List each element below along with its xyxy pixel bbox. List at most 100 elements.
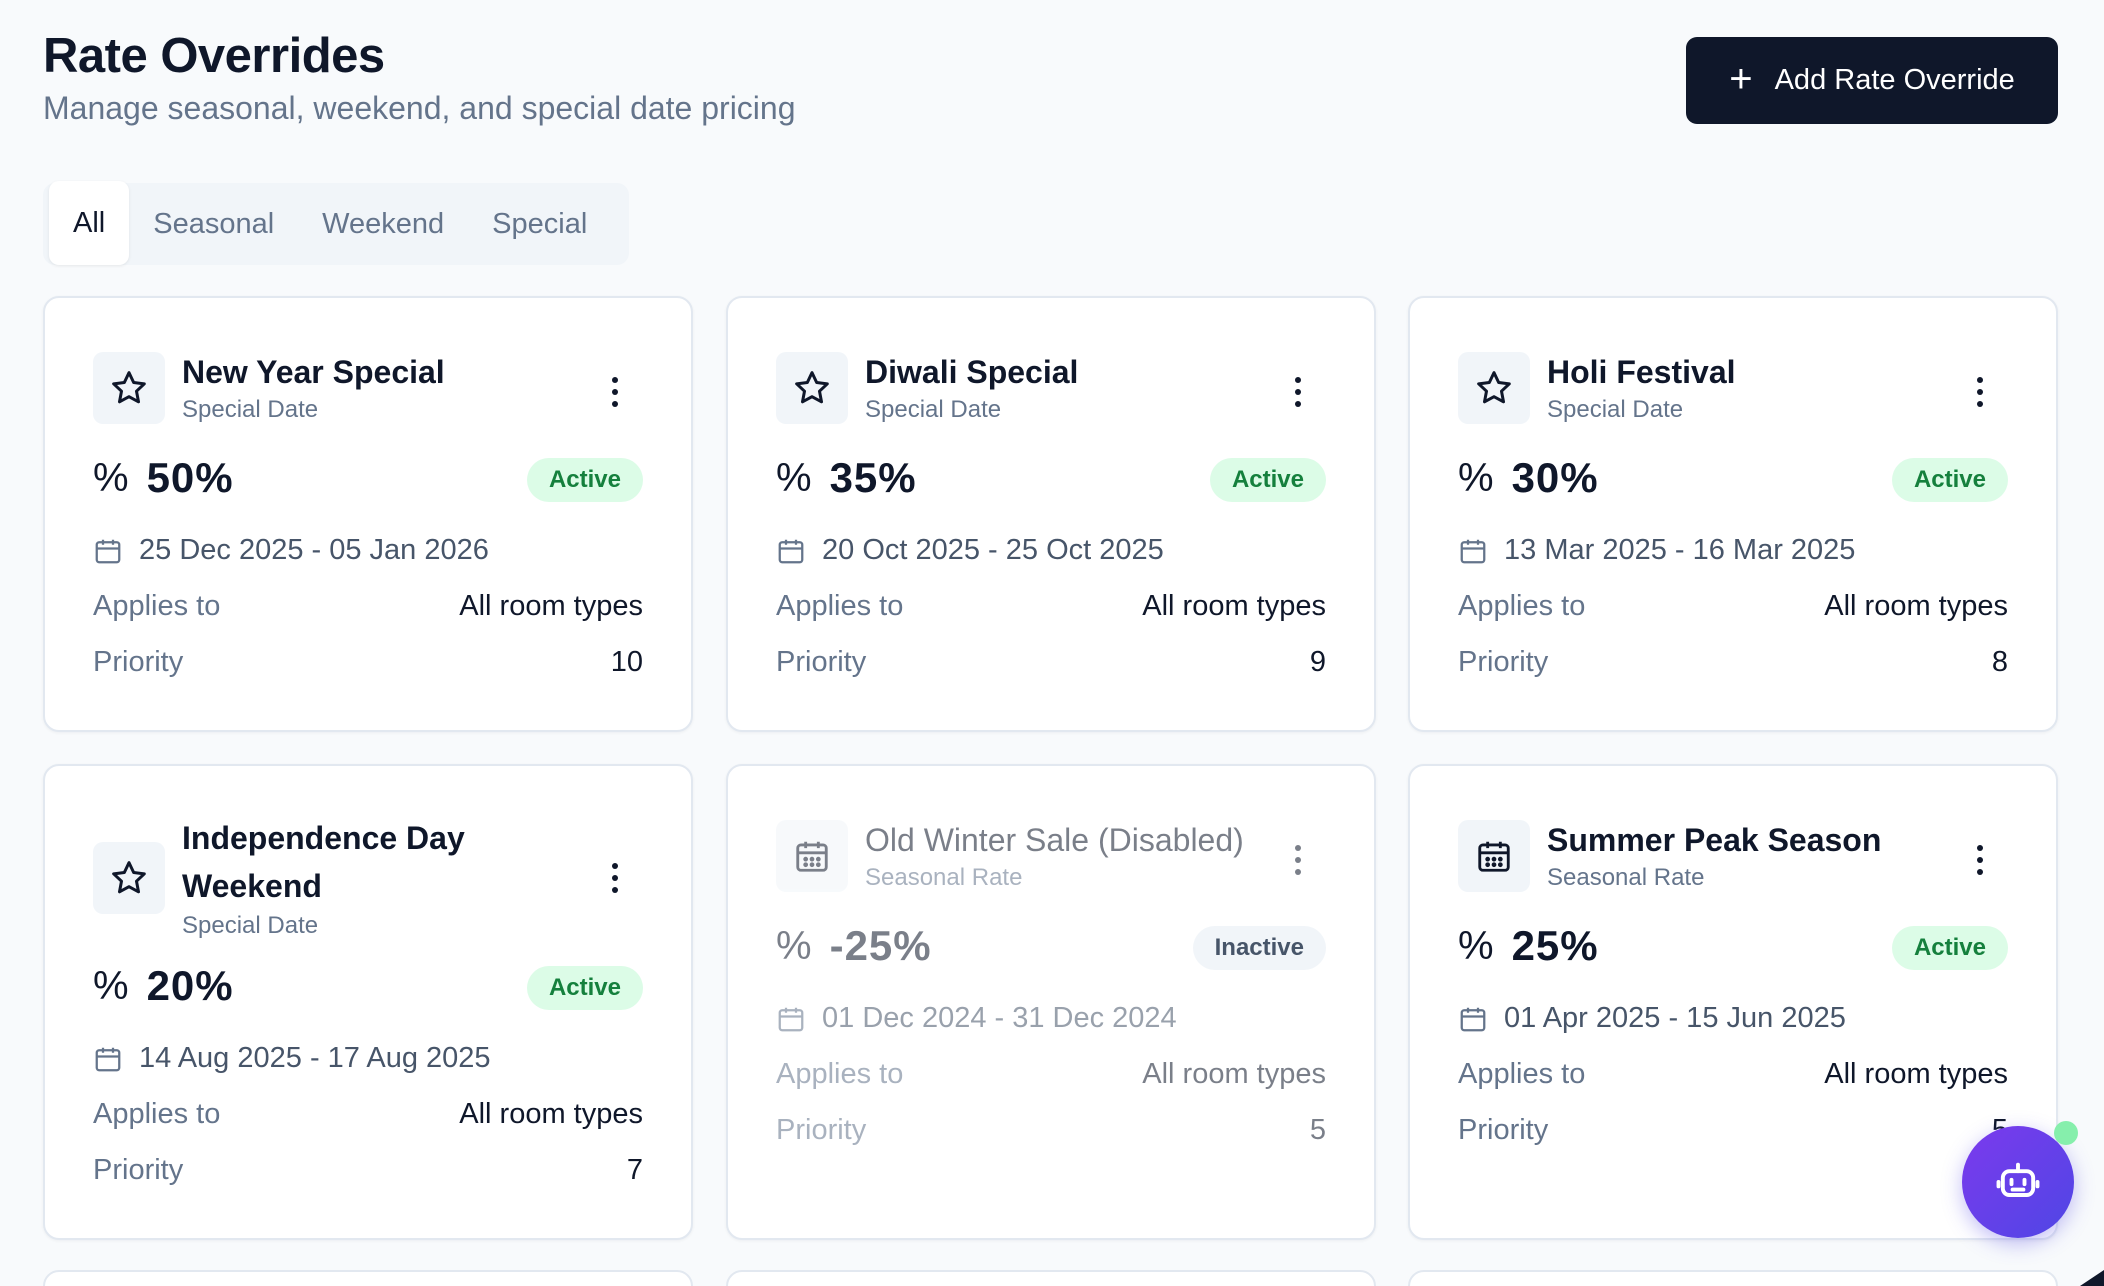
status-badge: Active	[1209, 458, 1326, 502]
calendar-icon	[778, 1007, 804, 1031]
percent-icon: %	[93, 455, 129, 500]
more-options-icon[interactable]	[1286, 840, 1310, 880]
card-type: Special Date	[865, 396, 1002, 423]
date-range-text: 14 Aug 2025 - 17 Aug 2025	[139, 1042, 491, 1074]
rate-card-new-year-special[interactable]: New Year Special Special Date % 50% Acti…	[43, 296, 693, 732]
add-rate-override-button[interactable]: + Add Rate Override	[1686, 37, 2058, 124]
calendar-icon	[95, 1047, 121, 1071]
more-options-icon[interactable]	[603, 858, 627, 898]
applies-to-row: Applies to All room types	[93, 1098, 643, 1131]
applies-to-label: Applies to	[1458, 590, 1586, 622]
bot-icon	[1996, 1162, 2040, 1197]
card-title: New Year Special	[182, 354, 445, 390]
date-range: 14 Aug 2025 - 17 Aug 2025	[93, 1042, 491, 1075]
priority-value: 10	[610, 646, 643, 678]
priority-value: 5	[1309, 1114, 1326, 1146]
priority-label: Priority	[1458, 646, 1549, 678]
rate-card-old-winter-sale[interactable]: Old Winter Sale (Disabled) Seasonal Rate…	[726, 764, 1376, 1240]
status-badge: Active	[1891, 458, 2008, 502]
priority-label: Priority	[776, 1114, 867, 1146]
card-type: Special Date	[182, 396, 319, 423]
tab-all[interactable]: All	[49, 181, 130, 265]
rate-value: 30%	[1511, 454, 1599, 501]
applies-to-row: Applies to All room types	[776, 590, 1326, 623]
priority-label: Priority	[93, 1154, 184, 1186]
rate-value: -25%	[829, 922, 932, 969]
percent-icon: %	[1458, 455, 1494, 500]
rate-card-holi-festival[interactable]: Holi Festival Special Date % 30% Active …	[1408, 296, 2058, 732]
applies-to-label: Applies to	[93, 1098, 221, 1130]
percent-icon: %	[93, 963, 129, 1008]
calendar-icon	[95, 539, 121, 563]
more-options-icon[interactable]	[603, 372, 627, 412]
status-badge: Active	[1891, 926, 2008, 970]
date-range: 13 Mar 2025 - 16 Mar 2025	[1458, 534, 1855, 567]
applies-to-label: Applies to	[1458, 1058, 1586, 1090]
applies-to-label: Applies to	[776, 1058, 904, 1090]
online-indicator	[2054, 1121, 2078, 1145]
card-title-line2: Weekend	[182, 868, 322, 904]
filter-tabs: All Seasonal Weekend Special	[43, 181, 629, 265]
more-options-icon[interactable]	[1968, 840, 1992, 880]
calendar-icon	[778, 539, 804, 563]
rate-adjustment: % 20%	[93, 962, 234, 1010]
priority-row: Priority 5	[776, 1114, 1326, 1147]
rate-value: 35%	[829, 454, 917, 501]
card-title: Independence Day	[182, 820, 465, 856]
tab-weekend[interactable]: Weekend	[322, 207, 445, 240]
rate-card-diwali-special[interactable]: Diwali Special Special Date % 35% Active…	[726, 296, 1376, 732]
priority-label: Priority	[93, 646, 184, 678]
calendar-icon	[776, 820, 848, 892]
rate-card-summer-peak-season[interactable]: Summer Peak Season Seasonal Rate % 25% A…	[1408, 764, 2058, 1240]
more-options-icon[interactable]	[1286, 372, 1310, 412]
rate-value: 50%	[146, 454, 234, 501]
more-options-icon[interactable]	[1968, 372, 1992, 412]
card-type: Special Date	[182, 912, 319, 939]
page-title: Rate Overrides	[43, 29, 385, 83]
applies-to-value: All room types	[1824, 590, 2008, 622]
star-icon	[1458, 352, 1530, 424]
rate-adjustment: % 50%	[93, 454, 234, 502]
applies-to-value: All room types	[1142, 1058, 1326, 1090]
tab-seasonal[interactable]: Seasonal	[153, 207, 275, 240]
priority-value: 9	[1309, 646, 1326, 678]
priority-row: Priority 9	[776, 646, 1326, 679]
rate-card-partial	[43, 1270, 693, 1286]
rate-value: 20%	[146, 962, 234, 1009]
plus-icon: +	[1729, 56, 1753, 101]
card-type: Seasonal Rate	[865, 864, 1023, 891]
calendar-icon	[1460, 539, 1486, 563]
priority-label: Priority	[776, 646, 867, 678]
card-type: Seasonal Rate	[1547, 864, 1705, 891]
priority-label: Priority	[1458, 1114, 1549, 1146]
rate-card-independence-day-weekend[interactable]: Independence Day Weekend Special Date % …	[43, 764, 693, 1240]
rate-card-partial	[726, 1270, 1376, 1286]
applies-to-value: All room types	[1142, 590, 1326, 622]
tab-special[interactable]: Special	[492, 207, 588, 240]
applies-to-value: All room types	[459, 590, 643, 622]
status-badge: Active	[526, 966, 643, 1010]
applies-to-label: Applies to	[93, 590, 221, 622]
applies-to-row: Applies to All room types	[1458, 1058, 2008, 1091]
date-range-text: 25 Dec 2025 - 05 Jan 2026	[139, 534, 489, 566]
rate-adjustment: % 25%	[1458, 922, 1599, 970]
applies-to-value: All room types	[1824, 1058, 2008, 1090]
percent-icon: %	[1458, 923, 1494, 968]
date-range: 25 Dec 2025 - 05 Jan 2026	[93, 534, 489, 567]
date-range: 01 Apr 2025 - 15 Jun 2025	[1458, 1002, 1846, 1035]
status-badge: Inactive	[1192, 926, 1326, 970]
ai-assistant-button[interactable]	[1962, 1126, 2074, 1238]
percent-icon: %	[776, 923, 812, 968]
date-range: 20 Oct 2025 - 25 Oct 2025	[776, 534, 1164, 567]
star-icon	[93, 352, 165, 424]
card-title: Diwali Special	[865, 354, 1079, 390]
rate-adjustment: % 35%	[776, 454, 917, 502]
rate-adjustment: % 30%	[1458, 454, 1599, 502]
page-header: Rate Overrides Manage seasonal, weekend,…	[43, 26, 796, 130]
priority-row: Priority 10	[93, 646, 643, 679]
date-range-text: 01 Dec 2024 - 31 Dec 2024	[822, 1002, 1177, 1034]
date-range-text: 20 Oct 2025 - 25 Oct 2025	[822, 534, 1164, 566]
priority-row: Priority 5	[1458, 1114, 2008, 1147]
corner-decoration	[2080, 1270, 2104, 1286]
star-icon	[93, 842, 165, 914]
